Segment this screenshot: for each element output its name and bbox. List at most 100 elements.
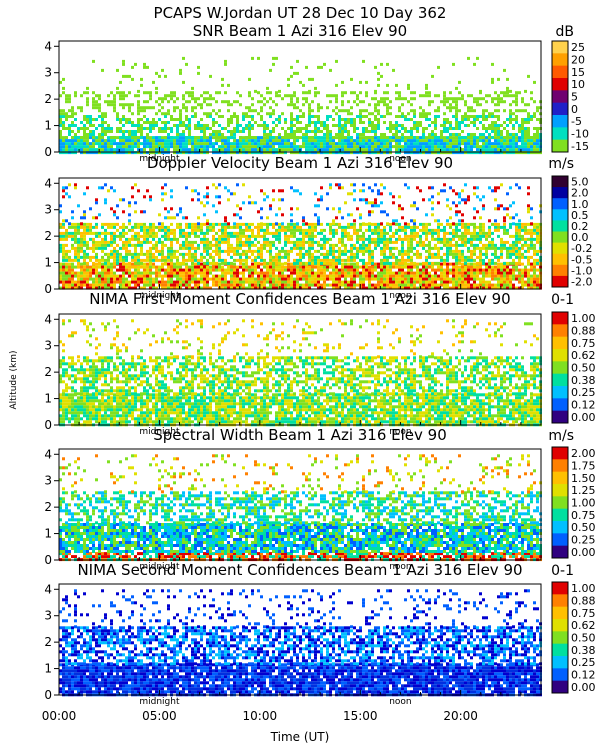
heatmap-cell: [509, 115, 512, 118]
heatmap-cell: [299, 249, 302, 253]
heatmap-cell: [503, 127, 506, 130]
heatmap-cell: [473, 133, 476, 136]
heatmap-cell: [437, 255, 440, 259]
heatmap-cell: [104, 246, 107, 250]
heatmap-cell: [335, 265, 338, 269]
heatmap-cell: [410, 118, 413, 121]
heatmap-cell: [227, 151, 230, 155]
heatmap-cell: [101, 68, 104, 72]
heatmap-cell: [197, 65, 200, 69]
heatmap-cell: [464, 243, 467, 247]
heatmap-cell: [383, 121, 386, 124]
heatmap-cell: [374, 240, 377, 244]
heatmap-cell: [287, 262, 290, 266]
heatmap-cell: [209, 94, 212, 98]
heatmap-cell: [320, 283, 323, 287]
heatmap-cell: [191, 225, 194, 229]
heatmap-cell: [95, 151, 98, 155]
heatmap-cell: [263, 97, 266, 101]
heatmap-cell: [80, 246, 83, 250]
heatmap-cell: [509, 142, 512, 146]
heatmap-cell: [446, 271, 449, 275]
heatmap-cell: [455, 100, 458, 104]
heatmap-cell: [347, 100, 350, 104]
heatmap-cell: [83, 240, 86, 244]
heatmap-cell: [110, 265, 113, 269]
heatmap-cell: [395, 237, 398, 241]
heatmap-cell: [239, 136, 242, 139]
heatmap-cell: [515, 286, 518, 290]
heatmap-cell: [86, 231, 89, 235]
heatmap-cell: [251, 228, 254, 232]
heatmap-cell: [518, 130, 521, 133]
heatmap-cell: [77, 240, 80, 244]
heatmap-cell: [149, 240, 152, 244]
heatmap-cell: [344, 277, 347, 281]
heatmap-cell: [89, 130, 92, 133]
heatmap-cell: [464, 274, 467, 278]
heatmap-cell: [95, 274, 98, 278]
heatmap-cell: [74, 258, 77, 262]
heatmap-cell: [317, 115, 320, 118]
heatmap-cell: [530, 145, 533, 149]
heatmap-cell: [383, 145, 386, 149]
heatmap-cell: [485, 136, 488, 140]
heatmap-cell: [188, 127, 191, 130]
heatmap-cell: [191, 97, 194, 101]
heatmap-cell: [362, 265, 365, 269]
heatmap-cell: [200, 225, 203, 229]
heatmap-cell: [242, 280, 245, 284]
heatmap-cell: [437, 106, 440, 110]
heatmap-cell: [533, 283, 536, 287]
heatmap-cell: [374, 115, 377, 118]
heatmap-cell: [125, 151, 128, 155]
heatmap-cell: [476, 274, 479, 278]
heatmap-cell: [389, 280, 392, 284]
heatmap-cell: [290, 274, 293, 278]
heatmap-cell: [305, 274, 308, 278]
heatmap-cell: [527, 286, 530, 290]
heatmap-cell: [428, 142, 431, 146]
heatmap-cell: [62, 246, 65, 250]
heatmap-cell: [464, 234, 467, 238]
heatmap-cell: [239, 151, 242, 155]
heatmap-cell: [74, 124, 77, 127]
heatmap-cell: [476, 277, 479, 281]
heatmap-cell: [413, 231, 416, 235]
heatmap-cell: [206, 286, 209, 290]
heatmap-cell: [266, 261, 269, 265]
heatmap-cell: [254, 283, 257, 287]
heatmap-cell: [338, 151, 341, 155]
heatmap-cell: [155, 148, 158, 152]
heatmap-cell: [200, 255, 203, 259]
heatmap-cell: [503, 145, 506, 149]
heatmap-cell: [533, 80, 536, 84]
heatmap-cell: [260, 118, 263, 121]
heatmap-cell: [200, 127, 203, 130]
heatmap-cell: [506, 142, 509, 146]
heatmap-cell: [146, 228, 149, 232]
heatmap-cell: [116, 145, 119, 149]
heatmap-cell: [71, 234, 74, 238]
heatmap-cell: [317, 127, 320, 130]
heatmap-cell: [485, 94, 488, 98]
heatmap-cell: [134, 286, 137, 290]
heatmap-cell: [122, 234, 125, 238]
heatmap-cell: [170, 228, 173, 232]
heatmap-cell: [464, 115, 467, 118]
heatmap-cell: [302, 265, 305, 269]
heatmap-cell: [329, 246, 332, 250]
heatmap-cell: [236, 246, 239, 250]
heatmap-cell: [458, 237, 461, 241]
heatmap-cell: [194, 271, 197, 275]
heatmap-cell: [368, 240, 371, 244]
heatmap-cell: [332, 139, 335, 143]
heatmap-cell: [449, 262, 452, 266]
heatmap-cell: [503, 91, 506, 95]
heatmap-cell: [284, 228, 287, 232]
heatmap-cell: [344, 228, 347, 232]
heatmap-cell: [332, 228, 335, 232]
colorbar-tick-label: 20: [571, 54, 585, 67]
heatmap-cell: [416, 262, 419, 266]
heatmap-cell: [416, 121, 419, 124]
